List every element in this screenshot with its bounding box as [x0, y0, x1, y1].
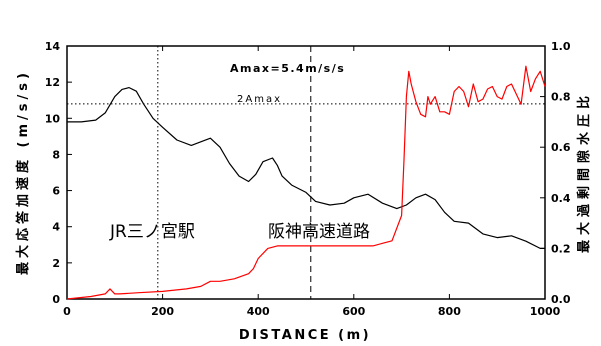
amax-annotation: Amax=5.4m/s/s	[230, 62, 345, 75]
left-axis-ticks: 0 2 4 6 8 10 12 14	[45, 40, 72, 306]
x-axis-label: DISTANCE (m)	[239, 328, 371, 343]
x-tick-label: 600	[342, 305, 365, 318]
left-y-tick-label: 6	[52, 185, 60, 198]
left-y-tick-label: 12	[45, 76, 60, 89]
station-label: JR三ノ宮駅	[109, 222, 195, 242]
acceleration-line	[67, 86, 545, 249]
right-y-tick-label: 0.2	[551, 242, 571, 255]
left-y-tick-label: 2	[52, 257, 60, 270]
left-y-tick-label: 0	[52, 293, 60, 306]
x-tick-label: 1000	[530, 305, 561, 318]
right-y-tick-label: 0.4	[551, 192, 571, 205]
left-y-tick-label: 8	[52, 148, 60, 161]
series-group	[66, 65, 546, 300]
x-tick-label: 0	[63, 305, 71, 318]
pore-pressure-ratio-line	[66, 65, 546, 300]
expressway-label: 阪神高速道路	[268, 222, 370, 242]
right-y-tick-label: 0.0	[551, 293, 571, 306]
plot-area-border	[66, 45, 546, 300]
left-axis-label: 最大応答加速度 (m/s/s)	[15, 69, 31, 275]
reference-lines	[67, 46, 545, 299]
plot-frame	[66, 45, 546, 300]
x-tick-label: 800	[438, 305, 461, 318]
left-y-tick-label: 10	[45, 112, 61, 125]
right-y-tick-label: 0.8	[551, 91, 571, 104]
left-y-tick-label: 14	[45, 40, 61, 53]
x-tick-label: 200	[151, 305, 174, 318]
right-axis-label: 最大過剰間隙水圧比	[576, 91, 592, 253]
left-y-tick-label: 4	[52, 221, 60, 234]
right-y-tick-label: 0.6	[551, 141, 571, 154]
x-axis-ticks: 0 200 400 600 800 1000	[63, 46, 561, 318]
right-axis-ticks: 0.0 0.2 0.4 0.6 0.8 1.0	[540, 40, 571, 306]
x-tick-label: 400	[247, 305, 270, 318]
amax2-label: 2Amax	[237, 94, 282, 105]
right-y-tick-label: 1.0	[551, 40, 571, 53]
